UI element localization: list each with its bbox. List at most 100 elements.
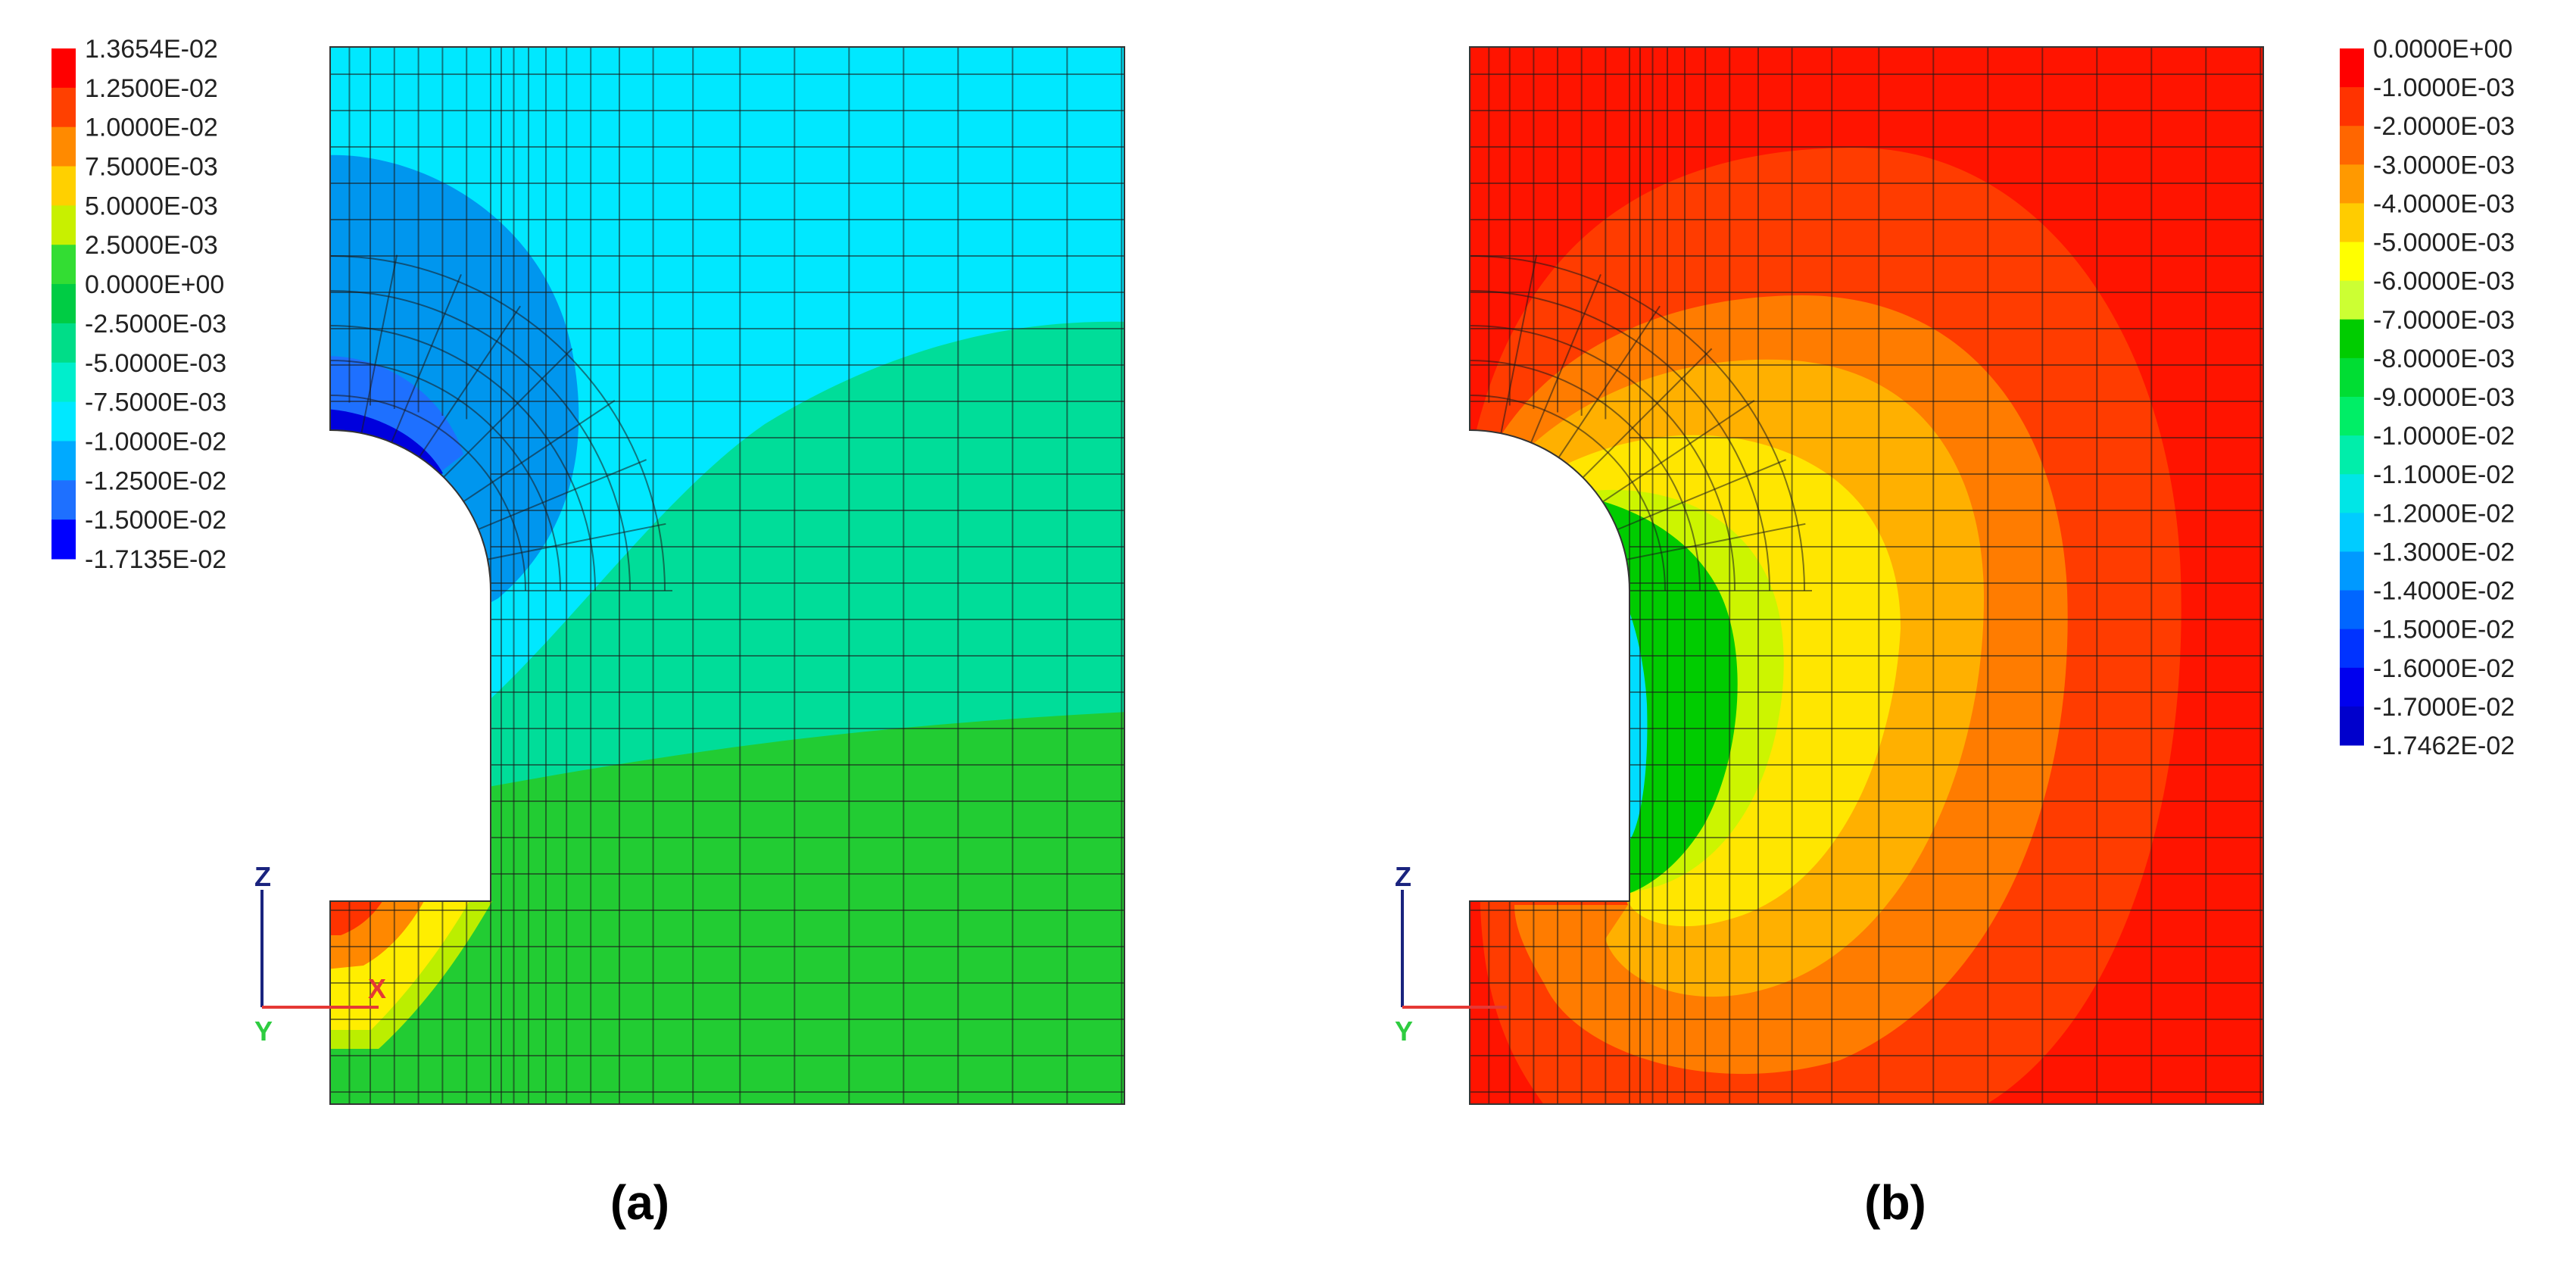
legend-b-label: -1.0000E-02 [2373,422,2515,451]
mesh-line [487,523,666,560]
legend-b-swatch [2340,357,2364,398]
outline-a [329,46,1125,1105]
mesh-line [1558,305,1661,458]
legend-a-label: 1.2500E-02 [85,74,218,103]
legend-a-label: -1.5000E-02 [85,506,226,535]
panel-label-b: (b) [1864,1175,1926,1230]
legend-a-swatch [51,480,76,520]
legend-a-swatch [51,48,76,89]
mesh-line [418,305,521,458]
color-legend-b: 0.0000E+00 -1.0000E-03 -2.0000E-03 -3.0000E… [2340,35,2515,760]
legend-b-swatch [2340,474,2364,513]
mesh-line [1602,400,1755,503]
legend-a-swatch [51,166,76,206]
legend-a-swatch [51,245,76,285]
legend-a-labels: 1.3654E-02 1.2500E-02 1.0000E-02 7.5000E-03… [85,35,226,574]
contour-field-a [330,47,1124,1104]
field-b-blue-edge [1609,576,1628,803]
legend-b-label: -5.0000E-03 [2373,229,2515,257]
legend-b-label: -1.0000E-03 [2373,73,2515,102]
legend-b-swatch [2340,629,2364,669]
legend-a-swatches [51,48,76,560]
mesh-line [360,254,398,434]
mesh-line [463,400,616,503]
contour-field-b [1470,47,2263,1104]
legend-a-label: 2.5000E-03 [85,231,218,260]
mesh-line [1583,348,1713,478]
legend-b-swatch [2340,164,2364,204]
z-axis-label: Z [1395,861,1411,892]
legend-a-label: 5.0000E-03 [85,192,218,220]
legend-a-swatch [51,126,76,167]
z-axis-label: Z [254,861,271,892]
legend-b-swatch [2340,551,2364,591]
legend-b-swatch [2340,242,2364,282]
legend-a-label: -5.0000E-03 [85,349,226,378]
legend-a-swatch [51,87,76,128]
legend-a-swatch [51,441,76,481]
legend-b-label: -1.6000E-02 [2373,654,2515,683]
x-axis-label: X [368,973,386,1004]
legend-b-label: -1.3000E-02 [2373,538,2515,566]
legend-a-swatch [51,284,76,324]
legend-b-swatch [2340,590,2364,630]
legend-b-swatch [2340,280,2364,320]
mesh-line [391,274,462,443]
legend-b-swatch [2340,126,2364,165]
legend-b-label: -8.0000E-03 [2373,345,2515,373]
legend-b-labels: 0.0000E+00 -1.0000E-03 -2.0000E-03 -3.0000E… [2373,35,2515,760]
mesh-line [1500,254,1538,434]
mesh-line [1626,523,1806,560]
legend-b-swatch [2340,319,2364,359]
legend-b-swatch [2340,87,2364,126]
legend-a-label: -2.5000E-03 [85,310,226,339]
legend-a-label: -7.5000E-03 [85,388,226,417]
panel-label-a: (a) [610,1175,669,1230]
legend-a-label: -1.7135E-02 [85,545,226,574]
panel-a: 1.3654E-02 1.2500E-02 1.0000E-02 7.5000E-03… [51,35,1125,1230]
legend-b-swatch [2340,667,2364,707]
legend-b-label: -3.0000E-03 [2373,151,2515,179]
panel-b: 0.0000E+00 -1.0000E-03 -2.0000E-03 -3.0000E… [1395,35,2515,1230]
legend-b-label: -7.0000E-03 [2373,306,2515,335]
legend-b-label: -1.7000E-02 [2373,693,2515,722]
legend-a-swatch [51,205,76,245]
legend-a-label: -1.2500E-02 [85,466,226,495]
legend-b-label: -1.4000E-02 [2373,577,2515,606]
legend-b-label: -9.0000E-03 [2373,383,2515,412]
legend-a-swatch [51,362,76,403]
color-legend-a: 1.3654E-02 1.2500E-02 1.0000E-02 7.5000E-03… [51,35,226,574]
legend-b-swatch [2340,203,2364,243]
axis-triad-a: Z X Y [254,861,386,1047]
legend-a-label: 1.0000E-02 [85,114,218,142]
legend-b-swatch [2340,48,2364,88]
legend-a-swatch [51,519,76,560]
mesh-grid-b [1470,47,2263,1104]
mesh-line [443,348,573,478]
field-a-lower-green [330,712,1124,1104]
mesh-line [1530,274,1601,443]
y-axis-label: Y [254,1016,273,1047]
legend-b-swatch [2340,706,2364,746]
legend-b-label: -4.0000E-03 [2373,189,2515,218]
mesh-grid-a [330,47,1124,1104]
mesh-line [478,459,647,530]
legend-b-label: -1.5000E-02 [2373,616,2515,644]
legend-b-swatch [2340,397,2364,436]
outline-b [1469,46,2264,1105]
legend-b-label: -1.7462E-02 [2373,732,2515,760]
field-b-cyan-edge [1598,553,1648,841]
legend-b-label: -6.0000E-03 [2373,267,2515,296]
legend-a-swatch [51,323,76,363]
y-axis-label: Y [1395,1016,1413,1047]
legend-b-label: 0.0000E+00 [2373,35,2512,64]
legend-a-label: -1.0000E-02 [85,427,226,456]
legend-a-label: 0.0000E+00 [85,270,224,299]
legend-a-swatch [51,401,76,441]
mesh-line [1617,459,1786,530]
legend-b-label: -1.2000E-02 [2373,499,2515,528]
axis-triad-b: Z Y [1395,861,1507,1047]
legend-b-label: -2.0000E-03 [2373,112,2515,141]
legend-b-swatch [2340,513,2364,552]
